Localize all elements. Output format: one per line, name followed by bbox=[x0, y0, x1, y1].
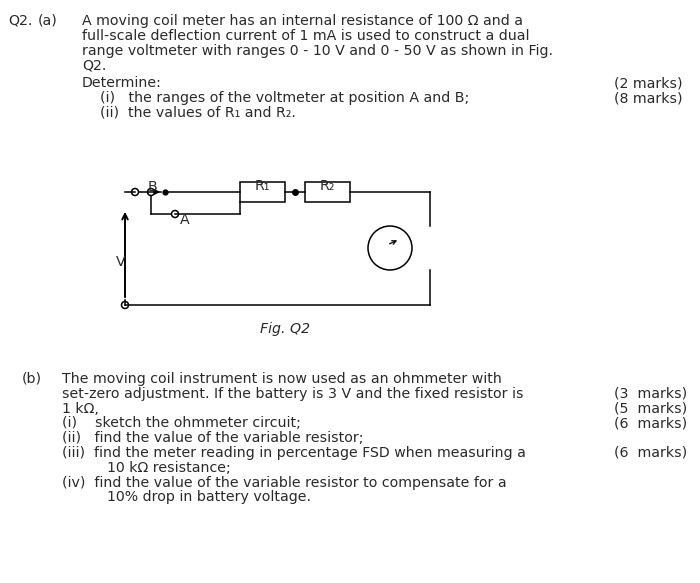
Text: (8 marks): (8 marks) bbox=[614, 91, 682, 105]
Text: (6  marks): (6 marks) bbox=[614, 446, 687, 460]
Text: 10 kΩ resistance;: 10 kΩ resistance; bbox=[62, 461, 231, 475]
Text: Determine:: Determine: bbox=[82, 76, 162, 90]
Text: Fig. Q2: Fig. Q2 bbox=[260, 322, 310, 336]
Text: range voltmeter with ranges 0 - 10 V and 0 - 50 V as shown in Fig.: range voltmeter with ranges 0 - 10 V and… bbox=[82, 44, 553, 58]
Text: A moving coil meter has an internal resistance of 100 Ω and a: A moving coil meter has an internal resi… bbox=[82, 14, 523, 28]
Text: The moving coil instrument is now used as an ohmmeter with: The moving coil instrument is now used a… bbox=[62, 372, 502, 386]
Bar bbox=[240, 182, 285, 202]
Text: V: V bbox=[116, 255, 125, 269]
Text: B: B bbox=[148, 180, 158, 194]
Text: 1 kΩ,: 1 kΩ, bbox=[62, 402, 99, 416]
Circle shape bbox=[368, 226, 412, 270]
Text: full-scale deflection current of 1 mA is used to construct a dual: full-scale deflection current of 1 mA is… bbox=[82, 29, 529, 43]
Text: (3  marks): (3 marks) bbox=[614, 387, 687, 401]
Text: (ii)   find the value of the variable resistor;: (ii) find the value of the variable resi… bbox=[62, 431, 363, 445]
Text: (5  marks): (5 marks) bbox=[614, 402, 687, 416]
Text: 10% drop in battery voltage.: 10% drop in battery voltage. bbox=[62, 490, 311, 504]
Text: A: A bbox=[180, 213, 190, 227]
Text: (2 marks): (2 marks) bbox=[614, 76, 682, 90]
Text: (ii)  the values of R₁ and R₂.: (ii) the values of R₁ and R₂. bbox=[100, 106, 296, 120]
Text: Q2.: Q2. bbox=[82, 58, 106, 72]
Text: Q2.: Q2. bbox=[8, 14, 32, 28]
Text: set-zero adjustment. If the battery is 3 V and the fixed resistor is: set-zero adjustment. If the battery is 3… bbox=[62, 387, 524, 401]
Text: (iv)  find the value of the variable resistor to compensate for a: (iv) find the value of the variable resi… bbox=[62, 476, 507, 490]
Text: (6  marks): (6 marks) bbox=[614, 416, 687, 430]
Text: R₂: R₂ bbox=[320, 179, 335, 193]
Text: (i)    sketch the ohmmeter circuit;: (i) sketch the ohmmeter circuit; bbox=[62, 416, 301, 430]
Text: R₁: R₁ bbox=[255, 179, 270, 193]
Text: (a): (a) bbox=[38, 14, 57, 28]
Text: (b): (b) bbox=[22, 372, 42, 386]
Bar bbox=[305, 182, 350, 202]
Text: (i)   the ranges of the voltmeter at position A and B;: (i) the ranges of the voltmeter at posit… bbox=[100, 91, 469, 105]
Text: (iii)  find the meter reading in percentage FSD when measuring a: (iii) find the meter reading in percenta… bbox=[62, 446, 526, 460]
